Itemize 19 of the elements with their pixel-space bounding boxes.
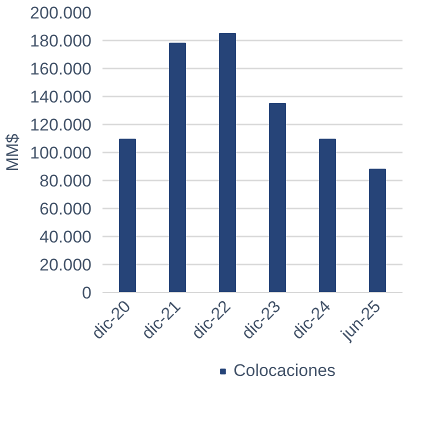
y-tick-label: 120.000 bbox=[30, 116, 92, 134]
bar bbox=[119, 138, 136, 292]
y-tick-label: 100.000 bbox=[30, 144, 92, 162]
y-tick-label: 40.000 bbox=[40, 228, 92, 246]
y-tick-label: 180.000 bbox=[30, 32, 92, 50]
y-tick-label: 80.000 bbox=[40, 172, 92, 190]
y-tick-label: 60.000 bbox=[40, 200, 92, 218]
y-tick-label: 160.000 bbox=[30, 60, 92, 78]
bar bbox=[319, 138, 336, 292]
legend-label: Colocaciones bbox=[233, 361, 336, 381]
bar bbox=[369, 168, 386, 292]
bar bbox=[169, 42, 186, 292]
bar bbox=[269, 103, 286, 292]
bar bbox=[219, 33, 236, 292]
y-tick-label: 0 bbox=[82, 284, 92, 302]
y-tick-label: 200.000 bbox=[30, 4, 92, 22]
y-tick-label: 20.000 bbox=[40, 256, 92, 274]
y-axis-title: MM$ bbox=[3, 133, 22, 172]
y-tick-label: 140.000 bbox=[30, 88, 92, 106]
